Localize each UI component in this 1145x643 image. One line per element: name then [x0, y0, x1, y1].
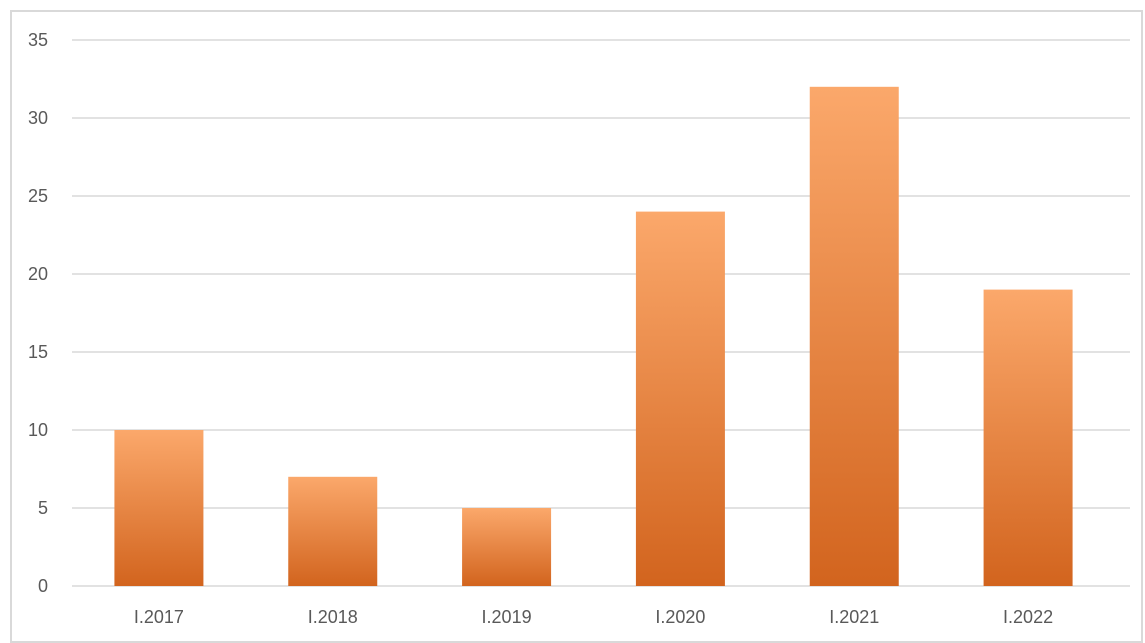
y-tick-label: 10: [28, 420, 48, 440]
y-axis-ticks: 0 5 10 15 20 25 30 35: [28, 30, 48, 596]
bar-I.2019: [462, 508, 552, 586]
bar-I.2018: [288, 476, 378, 586]
x-tick-label: I.2020: [655, 607, 705, 627]
bar-I.2017: [114, 430, 204, 586]
x-tick-label: I.2019: [482, 607, 532, 627]
x-tick-label: I.2021: [829, 607, 879, 627]
y-tick-label: 5: [38, 498, 48, 518]
x-axis-ticks: I.2017 I.2018 I.2019 I.2020 I.2021 I.2022: [134, 607, 1053, 627]
bars: [114, 86, 1073, 587]
y-tick-label: 30: [28, 108, 48, 128]
y-tick-label: 15: [28, 342, 48, 362]
bar-I.2021: [809, 86, 899, 587]
x-tick-label: I.2022: [1003, 607, 1053, 627]
gridlines: [72, 39, 1130, 587]
y-tick-label: 20: [28, 264, 48, 284]
y-tick-label: 25: [28, 186, 48, 206]
y-tick-label: 35: [28, 30, 48, 50]
y-tick-label: 0: [38, 576, 48, 596]
bar-I.2020: [635, 211, 725, 586]
x-tick-label: I.2017: [134, 607, 184, 627]
x-tick-label: I.2018: [308, 607, 358, 627]
bar-I.2022: [983, 289, 1073, 586]
